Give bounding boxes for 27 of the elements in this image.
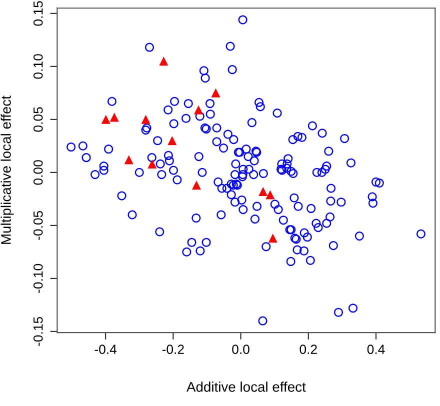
point [110,112,119,122]
y-axis-title: Multiplicative local effect [0,96,14,244]
x-tick-label: 0.4 [367,344,385,354]
point [124,155,134,164]
x-tick-label: -0.4 [94,344,117,354]
y-tick-label: 0.10 [33,54,43,79]
y-tick-label: 0.05 [33,107,43,132]
point [168,136,177,146]
point [101,114,110,124]
x-tick-label: 0.2 [300,344,317,354]
y-tick-label: 0.15 [33,1,43,26]
point [258,187,268,196]
point [266,190,275,200]
point [141,114,150,124]
y-tick-label: -0.05 [33,210,43,240]
point [148,159,157,168]
point [194,105,204,114]
x-axis-title: Additive local effect [186,382,306,392]
x-tick-label: 0.0 [232,344,250,354]
y-tick-label: -0.10 [33,264,43,293]
y-tick-label: -0.15 [33,316,43,346]
point [192,180,201,190]
point [159,56,168,66]
x-tick-label: -0.2 [162,344,184,354]
point [211,88,220,98]
point [268,234,278,243]
y-tick-label: 0.00 [33,160,43,185]
